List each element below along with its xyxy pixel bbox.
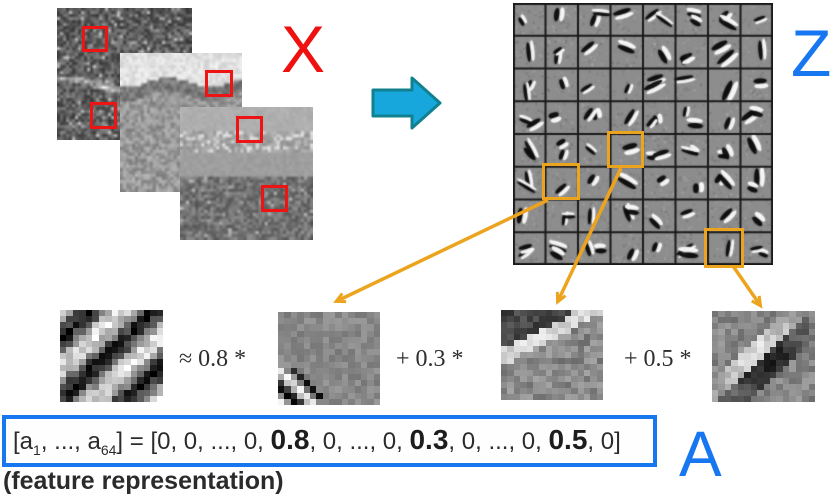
- feature-vector-text: [a1, ..., a64] = [0, 0, ..., 0, 0.8, 0, …: [13, 424, 621, 458]
- patch-marker-5: [261, 185, 288, 212]
- target-patch: [60, 310, 163, 402]
- maps-to-arrow-icon: [371, 76, 442, 130]
- patch-marker-4: [236, 116, 263, 143]
- basis-patch-2: [501, 310, 603, 400]
- basis-patch-3: [712, 311, 815, 402]
- basis-patch-1: [278, 312, 380, 405]
- patch-marker-3: [205, 70, 233, 97]
- equation-term-3: + 0.5 *: [624, 346, 692, 372]
- equation-approx-term: ≈ 0.8 *: [179, 346, 247, 372]
- coefficient-value-3: 0.5: [548, 424, 588, 456]
- patch-marker-2: [90, 102, 117, 129]
- input-image-3: [180, 107, 313, 240]
- equation-term-2: + 0.3 *: [396, 346, 464, 372]
- feature-representation-caption: (feature representation): [3, 467, 284, 495]
- patch-marker-1: [82, 26, 108, 52]
- label-a: A: [679, 418, 722, 490]
- dictionary-highlight-box-3: [704, 228, 744, 268]
- coefficient-value-1: 0.8: [270, 424, 310, 456]
- label-x: X: [281, 12, 326, 86]
- selection-arrow-3: [731, 265, 763, 309]
- dictionary-highlight-box-2: [607, 131, 644, 168]
- feature-vector-box: [a1, ..., a64] = [0, 0, ..., 0, 0.8, 0, …: [2, 415, 657, 467]
- coefficient-value-2: 0.3: [409, 424, 449, 456]
- dictionary-highlight-box-1: [542, 163, 580, 200]
- label-z: Z: [791, 16, 832, 90]
